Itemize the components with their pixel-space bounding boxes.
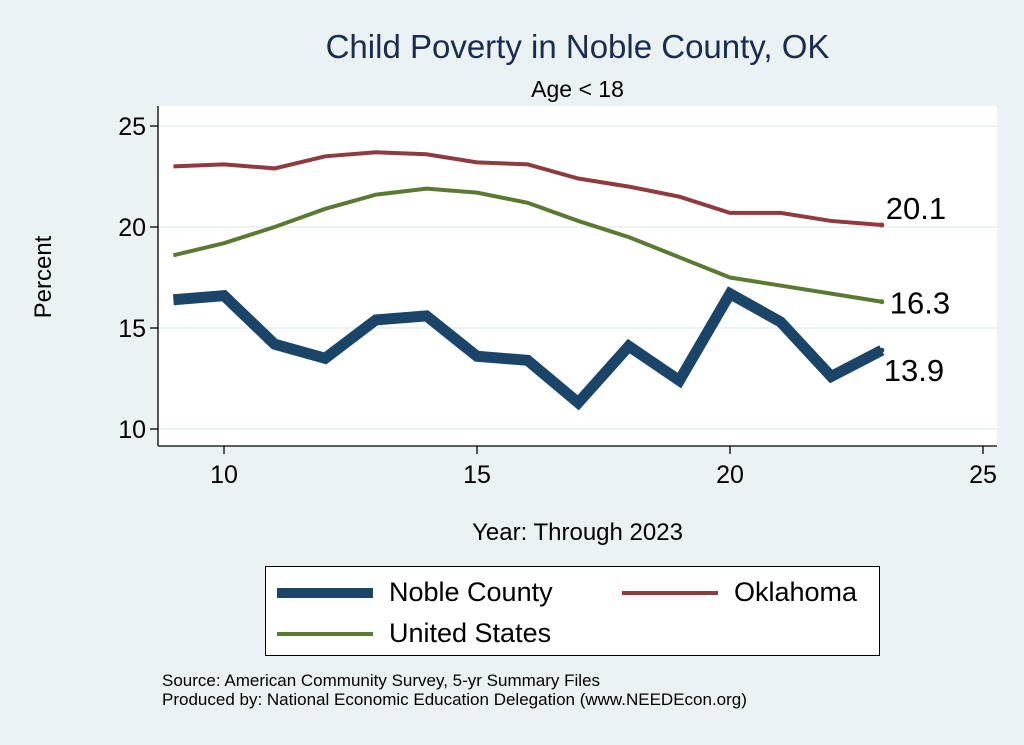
end-label-united-states: 16.3 (890, 286, 950, 321)
source-note: Source: American Community Survey, 5-yr … (162, 671, 601, 690)
y-tick-label-25: 25 (118, 113, 146, 141)
x-tick-label-15: 15 (463, 461, 491, 489)
end-label-oklahoma: 20.1 (886, 191, 946, 226)
x-tick-label-25: 25 (969, 461, 997, 489)
grid-lines (158, 125, 997, 430)
x-tick-label-20: 20 (716, 461, 744, 489)
axes: 10 15 20 25 10 15 20 25 (118, 106, 997, 489)
series-line-noble-county (172, 286, 885, 411)
series-line-oklahoma (173, 150, 882, 227)
legend-swatch-oklahoma (622, 590, 718, 595)
legend-item-united-states: United States (277, 618, 551, 649)
y-tick-label-20: 20 (118, 214, 146, 242)
series-line-united-states (172, 186, 883, 304)
legend-label-noble-county: Noble County (389, 577, 553, 607)
chart-title: Child Poverty in Noble County, OK (325, 28, 830, 65)
footer: Source: American Community Survey, 5-yr … (162, 671, 747, 709)
end-marker-oklahoma (879, 222, 885, 228)
end-marker-united-states (879, 299, 885, 305)
end-marker-noble-county (879, 347, 885, 353)
y-tick-label-10: 10 (118, 416, 146, 444)
x-tick-label-10: 10 (210, 461, 238, 489)
legend-label-oklahoma: Oklahoma (734, 577, 858, 607)
legend: Noble County Oklahoma United States (265, 566, 880, 656)
legend-label-united-states: United States (389, 618, 552, 648)
y-axis-title: Percent (30, 235, 57, 319)
series-lines (172, 150, 885, 411)
end-label-noble-county: 13.9 (884, 353, 944, 388)
chart-subtitle: Age < 18 (531, 76, 624, 102)
producer-note: Produced by: National Economic Education… (162, 690, 747, 709)
legend-item-noble-county: Noble County (277, 577, 553, 608)
legend-swatch-noble-county (277, 587, 373, 598)
legend-item-oklahoma: Oklahoma (622, 577, 857, 608)
end-labels: 13.9 20.1 16.3 (879, 191, 950, 388)
legend-swatch-united-states (277, 631, 373, 636)
x-axis-title: Year: Through 2023 (472, 519, 683, 546)
y-tick-label-15: 15 (118, 315, 146, 343)
